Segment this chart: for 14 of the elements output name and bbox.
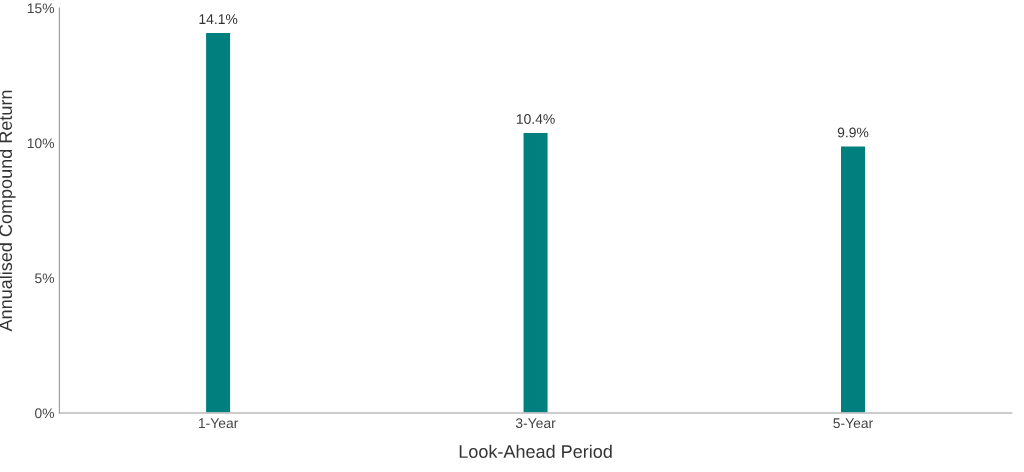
y-tick-label: 15% [27,3,55,14]
y-tick-label: 0% [35,408,55,419]
x-tick-label: 5-Year [833,418,873,429]
bar [522,131,549,413]
data-label: 9.9% [837,127,869,138]
bar [839,145,867,413]
x-axis-title: Look-Ahead Period [459,444,612,458]
data-label: 10.4% [516,114,555,124]
data-label: 14.1% [199,14,238,24]
y-tick-label: 10% [27,138,55,149]
x-tick-label: 1-Year [198,418,239,429]
bar [204,31,232,413]
x-tick-label: 3-Year [515,418,556,429]
y-tick-label: 5% [35,273,55,284]
